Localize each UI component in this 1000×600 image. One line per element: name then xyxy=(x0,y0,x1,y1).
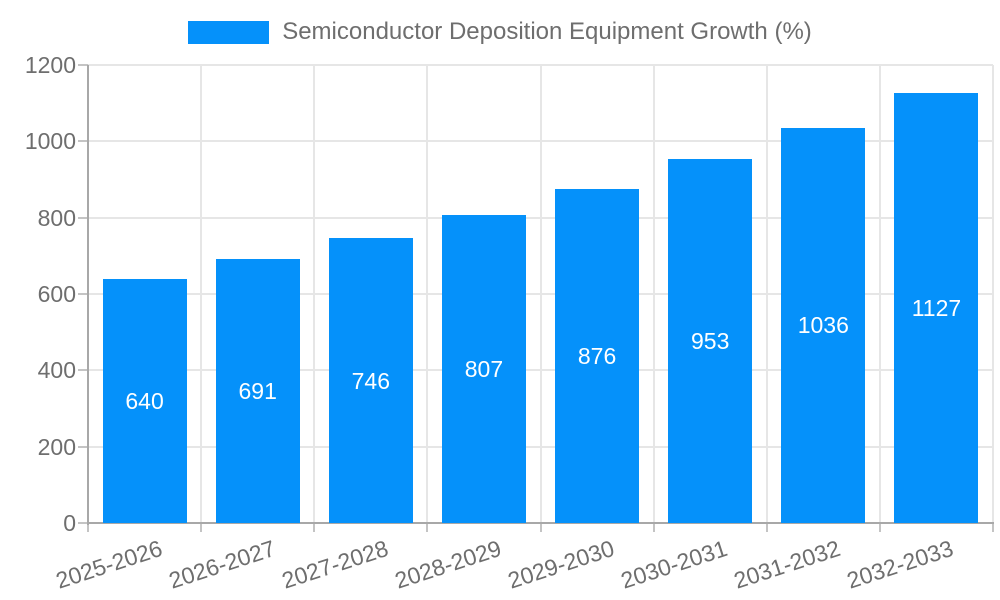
x-gridline xyxy=(765,65,768,523)
x-tick-label: 2032-2033 xyxy=(844,534,957,594)
y-tick-label: 600 xyxy=(37,281,76,307)
y-axis-line xyxy=(87,65,89,525)
y-tick-mark xyxy=(78,293,88,295)
bar-value-label: 691 xyxy=(238,378,277,405)
x-tick-label: 2026-2027 xyxy=(165,534,279,594)
x-gridline xyxy=(539,65,542,523)
x-tick-label: 2025-2026 xyxy=(52,534,165,594)
x-tick-mark xyxy=(652,523,655,532)
x-tick-mark xyxy=(992,523,994,532)
y-tick-label: 1200 xyxy=(24,52,76,78)
bar[interactable]: 876 xyxy=(555,188,640,523)
y-tick-mark xyxy=(78,369,88,372)
y-tick-label: 400 xyxy=(37,357,76,384)
y-tick-mark xyxy=(78,522,88,524)
legend-swatch xyxy=(188,20,270,44)
y-tick-label: 0 xyxy=(63,510,76,536)
x-tick-mark xyxy=(313,523,316,532)
chart-legend: Semiconductor Deposition Equipment Growt… xyxy=(0,17,1000,47)
x-tick-label: 2027-2028 xyxy=(278,534,392,594)
x-gridline xyxy=(426,65,429,523)
legend-item[interactable]: Semiconductor Deposition Equipment Growt… xyxy=(188,17,812,47)
x-tick-mark xyxy=(765,523,768,532)
legend-label: Semiconductor Deposition Equipment Growt… xyxy=(282,18,812,45)
x-tick-mark xyxy=(426,523,429,532)
x-tick-label: 2028-2029 xyxy=(391,534,505,594)
x-axis-line xyxy=(87,522,994,524)
bar-value-label: 746 xyxy=(351,367,390,394)
bar[interactable]: 691 xyxy=(215,259,300,523)
x-tick-mark xyxy=(878,523,881,532)
x-tick-label: 2030-2031 xyxy=(617,534,731,594)
x-gridline xyxy=(313,65,316,523)
x-tick-label: 2031-2032 xyxy=(731,534,844,594)
bar-value-label: 1127 xyxy=(911,294,962,321)
x-tick-label: 2029-2030 xyxy=(504,534,618,594)
y-tick-label: 800 xyxy=(37,204,76,231)
bar-value-label: 640 xyxy=(125,387,164,414)
bar[interactable]: 1127 xyxy=(894,92,979,523)
y-tick-label: 200 xyxy=(37,433,76,460)
bar[interactable]: 1036 xyxy=(781,127,866,523)
bar[interactable]: 640 xyxy=(102,278,187,523)
bar-value-label: 1036 xyxy=(797,312,849,339)
y-tick-label: 1000 xyxy=(24,128,76,155)
bar[interactable]: 807 xyxy=(441,214,526,523)
x-tick-mark xyxy=(539,523,542,532)
x-tick-mark xyxy=(200,523,203,532)
bar[interactable]: 746 xyxy=(328,238,413,523)
y-tick-mark xyxy=(78,445,88,448)
x-gridline xyxy=(200,65,203,523)
y-tick-mark xyxy=(78,140,88,143)
y-tick-mark xyxy=(78,64,88,66)
bar[interactable]: 953 xyxy=(668,159,753,523)
x-gridline xyxy=(878,65,881,523)
bar-value-label: 953 xyxy=(691,328,730,355)
bar-value-label: 876 xyxy=(577,342,617,369)
x-tick-mark xyxy=(87,523,89,532)
y-tick-mark xyxy=(78,216,88,219)
bar-value-label: 807 xyxy=(464,355,504,382)
x-gridline xyxy=(992,65,994,523)
x-gridline xyxy=(652,65,655,523)
